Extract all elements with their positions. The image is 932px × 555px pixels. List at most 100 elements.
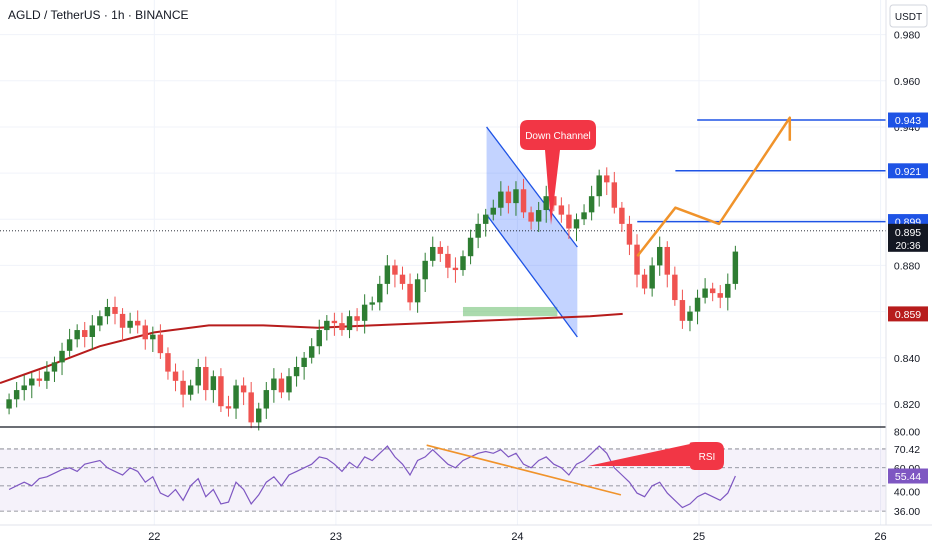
rsi-callout — [588, 442, 724, 470]
candle-body — [119, 313, 126, 328]
candle-body — [104, 306, 111, 317]
candle-body — [611, 182, 618, 208]
candle-body — [316, 330, 322, 347]
candle-body — [89, 325, 96, 337]
candle-body — [44, 371, 50, 381]
candle-body — [369, 302, 375, 305]
candle-body — [59, 350, 65, 363]
candle-body — [399, 274, 406, 284]
candle-body — [634, 244, 640, 275]
price-tick-label: 0.880 — [894, 260, 920, 272]
countdown-label: 20:36 — [895, 241, 920, 252]
rsi-tick-label: 36.00 — [894, 506, 920, 518]
candle-body — [165, 353, 171, 372]
candle-body — [732, 251, 739, 284]
support-zone — [462, 306, 558, 317]
candle-body — [535, 210, 542, 222]
candle-body — [142, 325, 148, 340]
candle-body — [361, 304, 368, 321]
candle-body — [641, 274, 648, 289]
candle-body — [588, 196, 595, 213]
candle-body — [6, 399, 12, 409]
candle-body — [430, 246, 436, 261]
candle-body — [210, 376, 217, 391]
currency-button[interactable]: USDT — [895, 12, 922, 23]
candle-body — [377, 283, 383, 303]
candle-body — [278, 378, 285, 393]
current-price-box — [888, 223, 928, 252]
time-tick-label: 25 — [693, 531, 705, 543]
candle-body — [218, 376, 224, 407]
rsi-trendline — [426, 444, 622, 496]
rsi-current-label: 55.44 — [895, 471, 921, 483]
candle-body — [475, 223, 481, 238]
rsi-line — [8, 445, 736, 509]
ma-value-label: 0.859 — [895, 309, 921, 321]
price-tick-label: 0.840 — [894, 353, 920, 365]
candle-body — [566, 214, 572, 229]
candle-body — [482, 214, 489, 224]
candle-body — [324, 320, 330, 331]
candle-body — [664, 246, 670, 275]
candle-body — [157, 334, 164, 354]
price-axis-bg — [886, 0, 932, 550]
candle-body — [679, 300, 686, 321]
candle-body — [301, 357, 307, 367]
candle-body — [66, 339, 73, 351]
candle-body — [21, 385, 27, 391]
candle-body — [467, 237, 474, 257]
candle-body — [626, 223, 633, 245]
candle-body — [36, 378, 43, 381]
candle-body — [709, 288, 716, 294]
channel-upper-line — [486, 126, 578, 248]
candle-body — [354, 316, 360, 321]
candle-body — [248, 392, 254, 423]
candle-body — [233, 385, 239, 409]
time-tick-label: 23 — [330, 531, 342, 543]
rsi-tick-label: 40.00 — [894, 486, 920, 498]
candle-body — [460, 256, 466, 271]
rsi-tick-label: 80.00 — [894, 427, 920, 439]
symbol-title: AGLD / TetherUS · 1h · BINANCE — [8, 8, 189, 22]
candle-body — [29, 378, 35, 386]
candle-body — [725, 283, 731, 298]
candle-body — [596, 175, 602, 197]
candle-body — [240, 385, 247, 393]
candle-body — [422, 260, 428, 280]
candle-body — [717, 293, 723, 298]
rsi-callout-label: RSI — [699, 452, 716, 463]
candle-body — [528, 212, 534, 222]
ma-value-label-bg — [888, 306, 928, 322]
candle-body — [573, 219, 580, 229]
candle-body — [225, 406, 232, 409]
candle-body — [498, 191, 504, 208]
candle-body — [702, 288, 708, 298]
candle-body — [672, 274, 678, 301]
candle-body — [134, 320, 141, 326]
down-channel-callout — [520, 120, 596, 225]
candle-body — [82, 330, 88, 337]
candle-body — [520, 189, 527, 213]
candle-body — [51, 362, 58, 372]
candle-body — [505, 191, 512, 204]
candle-body — [407, 283, 413, 303]
candle-body — [687, 311, 693, 321]
candle-body — [112, 306, 118, 314]
moving-average-line — [0, 312, 623, 385]
price-tick-label: 0.820 — [894, 399, 920, 411]
level-label-943: 0.943 — [895, 115, 921, 127]
rsi-current-bg — [888, 468, 928, 484]
candle-body — [513, 189, 519, 204]
candle-body — [97, 316, 103, 326]
candle-body — [308, 346, 315, 358]
level-label-921: 0.921 — [895, 166, 921, 178]
candle-body — [74, 330, 80, 340]
candle-body — [384, 265, 391, 284]
candle-body — [180, 380, 186, 395]
rsi-tick-label: 70.42 — [894, 444, 920, 456]
candle-body — [558, 205, 565, 215]
candle-body — [581, 212, 587, 220]
price-tick-label: 0.980 — [894, 30, 920, 42]
down-channel-label: Down Channel — [525, 131, 591, 142]
